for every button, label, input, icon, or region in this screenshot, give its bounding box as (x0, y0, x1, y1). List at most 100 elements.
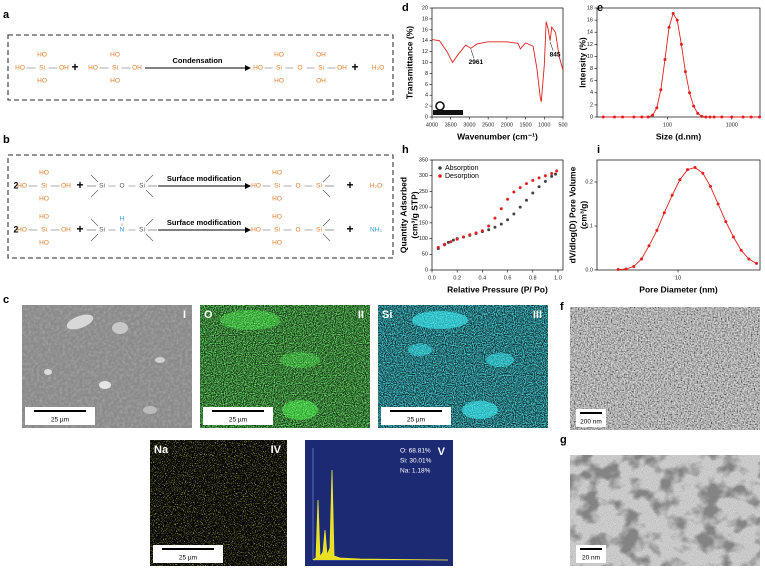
plus-sign: + (346, 222, 353, 236)
annotation: 845 (550, 51, 561, 58)
atom: HO (39, 240, 49, 247)
roman-label: II (358, 309, 364, 321)
atom: OH (316, 52, 326, 59)
atom: O (295, 183, 300, 190)
x-tick-label: 2000 (501, 122, 513, 128)
y-tick-label: 20 (422, 5, 428, 11)
atom: Si (39, 65, 45, 72)
panel-label: b (3, 134, 10, 146)
legend-label: Absorption (445, 165, 479, 172)
y-axis-label: Quantity Adsorbed (398, 177, 408, 253)
data-point (647, 244, 651, 248)
y-tick-label: 2 (590, 102, 593, 108)
methyl-bond (322, 218, 331, 227)
legend-marker (438, 166, 442, 170)
x-axis-label: Relative Pressure (P/ Po) (447, 284, 548, 294)
x-tick-label: 3000 (463, 122, 475, 128)
x-tick-label: 0.4 (479, 275, 487, 281)
atom: HO (253, 65, 263, 72)
atom: HO (110, 52, 120, 59)
data-point (461, 235, 465, 239)
data-point (678, 178, 682, 182)
methyl-bond (145, 233, 154, 242)
data-point (700, 114, 704, 118)
roman-label: III (533, 309, 542, 321)
data-point (531, 178, 535, 182)
methyl-bond (90, 233, 99, 242)
methyl-bond (145, 174, 154, 183)
data-point (506, 197, 510, 201)
data-point (632, 264, 636, 268)
panel-label: i (597, 144, 600, 156)
y-tick-label: 14 (422, 38, 428, 44)
x-tick-label: 2500 (482, 122, 494, 128)
atom: Si (274, 183, 280, 190)
x-axis-label: Pore Diameter (nm) (639, 284, 718, 294)
x-tick-label: 1.0 (554, 275, 562, 281)
scheme-box (7, 154, 394, 259)
annotation-leader (470, 49, 475, 59)
y-tick-label: 200 (419, 205, 428, 211)
atom: HO (272, 196, 282, 203)
atom: N (120, 227, 125, 234)
data-point (621, 115, 625, 119)
atom: HO (37, 52, 47, 59)
panel-label: h (402, 144, 409, 156)
data-point (731, 235, 735, 239)
data-point (686, 168, 690, 172)
data-point (667, 25, 671, 29)
data-point (757, 115, 761, 119)
data-point (632, 115, 636, 119)
x-tick-label: 0.2 (453, 275, 461, 281)
scale-bar-label: 25 µm (179, 555, 197, 562)
data-point (720, 115, 724, 119)
plot-frame (431, 7, 564, 118)
y-tick-label: 2 (425, 104, 428, 110)
si-map (378, 305, 548, 428)
scale-bar-label: 25 µm (407, 417, 425, 424)
data-point (468, 233, 472, 237)
plot-frame (596, 7, 761, 118)
methyl-bond (322, 233, 331, 242)
y-tick-label: 0.1 (585, 223, 593, 229)
data-point (655, 106, 659, 110)
atom: OH (61, 183, 71, 190)
plot-frame (431, 159, 564, 271)
data-point (613, 115, 617, 119)
x-tick-label: 1000 (726, 122, 738, 128)
data-point (524, 182, 528, 186)
atom: H (120, 216, 125, 223)
data-point (555, 169, 559, 173)
y-tick-label: 100 (419, 236, 428, 242)
x-tick-label: 1500 (519, 122, 531, 128)
plus-sign: + (76, 222, 83, 236)
atom: OH (61, 227, 71, 234)
plus-sign: + (351, 60, 358, 74)
data-point (662, 211, 666, 215)
x-axis-label: Wavenumber (cm⁻¹) (457, 131, 538, 141)
x-tick-label: 1000 (538, 122, 550, 128)
y-axis-label: (cm³/g) (578, 201, 588, 230)
y-tick-label: 6 (590, 78, 593, 84)
panel-label: g (560, 434, 567, 446)
data-point (675, 18, 679, 22)
y-tick-label: 0.2 (585, 179, 593, 185)
scale-bar-label: 25 µm (229, 417, 247, 424)
coefficient: 2 (13, 224, 18, 234)
data-point (487, 228, 491, 232)
atom: HO (110, 78, 120, 85)
arrow-label: Surface modification (167, 218, 242, 227)
atom: O (295, 227, 300, 234)
x-tick-label: 4000 (426, 122, 438, 128)
methyl-bond (145, 189, 154, 198)
series-line (431, 21, 564, 102)
atom: HO (15, 65, 25, 72)
data-point (550, 174, 554, 178)
y-tick-label: 18 (587, 5, 593, 11)
y-tick-label: 0 (425, 267, 428, 273)
data-point (683, 70, 687, 74)
element-label: Na (154, 444, 169, 456)
data-point (474, 231, 478, 235)
atom: O (119, 183, 124, 190)
data-point (693, 165, 697, 169)
